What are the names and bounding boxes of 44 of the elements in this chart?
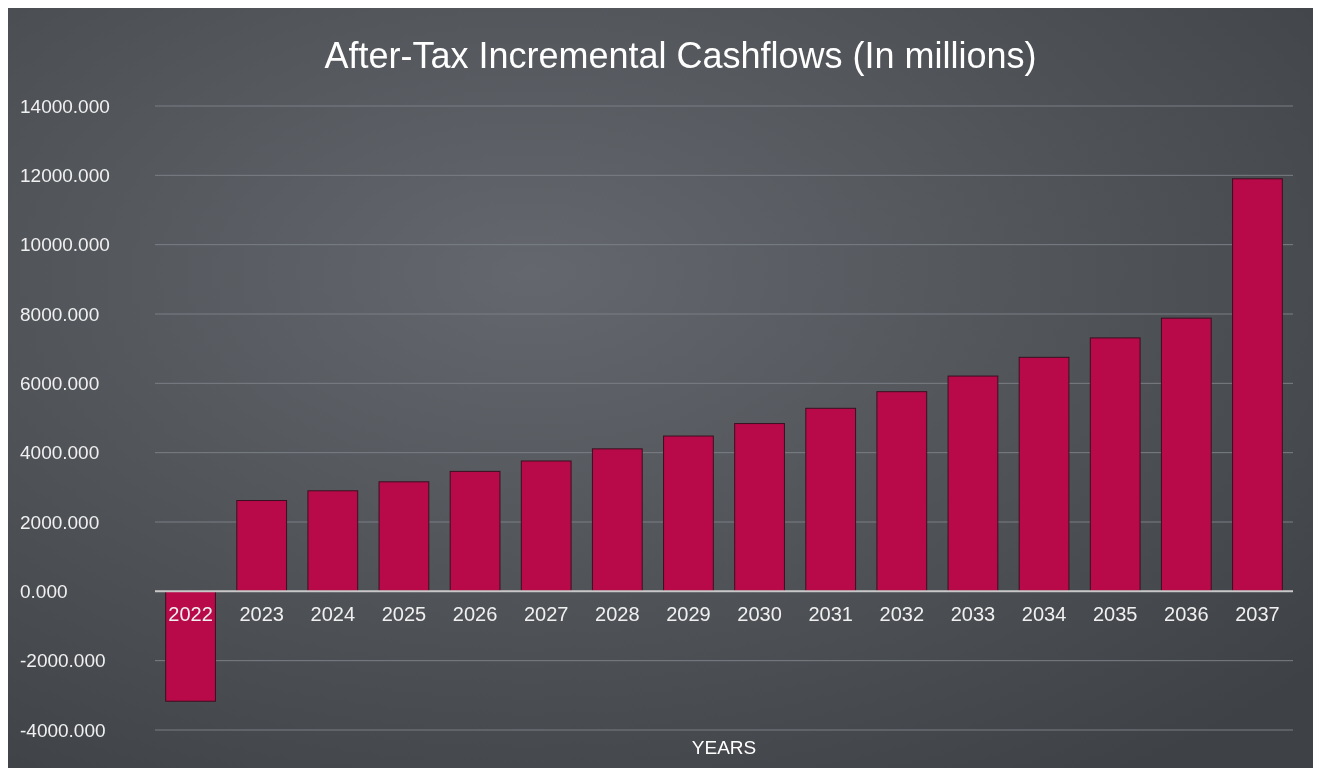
x-tick-label: 2032	[879, 603, 925, 626]
y-tick-label: 8000.000	[20, 303, 100, 325]
bar	[734, 423, 785, 592]
x-tick-label: 2027	[523, 603, 569, 626]
bar	[165, 590, 216, 702]
x-tick-label: 2033	[950, 603, 996, 626]
y-tick-label: 12000.000	[20, 164, 110, 186]
y-tick-label: 6000.000	[20, 372, 100, 394]
x-tick-label: 2023	[239, 603, 284, 626]
x-tick-label: 2029	[666, 603, 711, 626]
x-tick-label: 2037	[1235, 603, 1280, 626]
bar	[449, 470, 501, 592]
x-tick-label: 2034	[1021, 603, 1067, 626]
x-tick-label: 2036	[1164, 603, 1209, 626]
x-tick-label: 2030	[737, 603, 782, 626]
bar	[1089, 337, 1141, 592]
bar	[876, 391, 928, 592]
x-tick-label: 2025	[381, 603, 427, 626]
y-tick-label: 14000.000	[20, 95, 110, 117]
bar	[378, 481, 430, 592]
bar	[1232, 178, 1283, 592]
bar	[805, 407, 857, 592]
x-tick-label: 2035	[1092, 603, 1138, 626]
y-tick-label: 10000.000	[20, 234, 110, 256]
bar	[520, 460, 572, 592]
x-tick-label: 2028	[595, 603, 640, 626]
x-tick-label: 2031	[808, 603, 853, 626]
bar	[1160, 317, 1212, 592]
bar	[236, 500, 288, 592]
x-tick-label: 2024	[310, 603, 356, 626]
bar	[947, 375, 999, 592]
bar	[307, 490, 359, 592]
chart-title: After-Tax Incremental Cashflows (In millions)	[324, 35, 1037, 76]
y-tick-label: -2000.000	[20, 650, 106, 672]
y-tick-label: -4000.000	[20, 719, 106, 741]
bar	[1018, 356, 1070, 592]
bar	[663, 435, 714, 592]
bar	[591, 448, 643, 592]
x-tick-label: 2022	[168, 603, 213, 626]
x-axis-title: YEARS	[691, 737, 757, 758]
x-tick-label: 2026	[452, 603, 498, 626]
y-tick-label: 2000.000	[20, 511, 100, 533]
y-tick-label: 0.000	[20, 580, 68, 602]
y-tick-label: 4000.000	[20, 442, 100, 464]
